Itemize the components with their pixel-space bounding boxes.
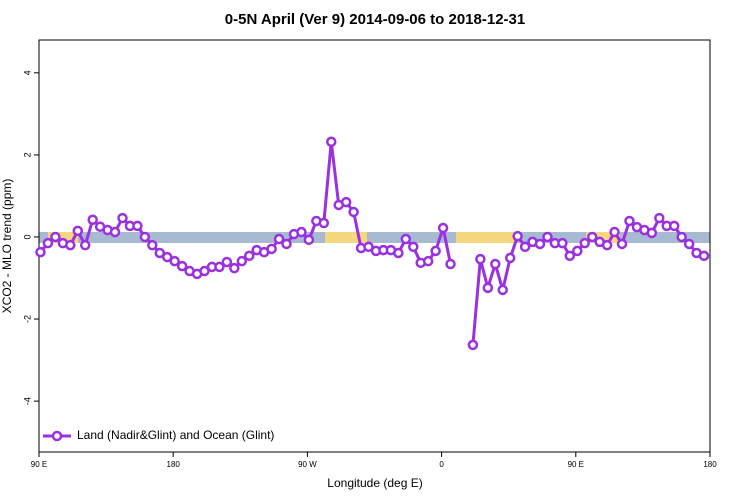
y-tick-label: 4 bbox=[22, 70, 32, 75]
data-point bbox=[35, 246, 46, 258]
data-point bbox=[132, 220, 143, 232]
land-band bbox=[586, 232, 620, 243]
y-tick-label: -2 bbox=[22, 315, 32, 323]
data-point bbox=[646, 227, 658, 239]
data-point bbox=[437, 222, 449, 234]
data-point bbox=[281, 238, 292, 250]
data-point bbox=[236, 255, 248, 267]
y-tick-label: 2 bbox=[22, 152, 32, 157]
data-point bbox=[318, 217, 330, 229]
data-point bbox=[519, 241, 531, 253]
data-point bbox=[161, 251, 173, 263]
data-point bbox=[668, 220, 680, 232]
data-point bbox=[676, 231, 687, 243]
data-point bbox=[169, 255, 180, 267]
x-tick-label: 180 bbox=[167, 460, 181, 469]
data-point bbox=[176, 260, 188, 272]
data-point bbox=[393, 247, 404, 259]
chart-title: 0-5N April (Ver 9) 2014-09-06 to 2018-12… bbox=[225, 11, 525, 28]
x-tick-label: 90 E bbox=[31, 460, 47, 469]
data-point bbox=[683, 238, 695, 250]
data-point bbox=[154, 247, 166, 259]
data-point bbox=[214, 261, 225, 273]
surface-band bbox=[39, 232, 710, 243]
data-point bbox=[490, 258, 501, 270]
data-point bbox=[42, 237, 54, 249]
data-point bbox=[266, 243, 277, 255]
data-point bbox=[616, 238, 628, 250]
data-point bbox=[326, 136, 337, 148]
data-point bbox=[482, 282, 494, 294]
data-point bbox=[557, 237, 568, 249]
data-point bbox=[400, 233, 412, 245]
data-point bbox=[542, 231, 553, 243]
legend-marker bbox=[51, 430, 63, 442]
data-point bbox=[139, 231, 151, 243]
land-band bbox=[325, 232, 367, 243]
data-point bbox=[512, 230, 523, 242]
data-point bbox=[72, 225, 84, 237]
ocean-band bbox=[39, 232, 710, 243]
data-point bbox=[348, 206, 359, 218]
data-point bbox=[572, 245, 583, 257]
data-point bbox=[534, 238, 546, 250]
data-point bbox=[430, 245, 441, 257]
data-point bbox=[50, 231, 61, 243]
data-point bbox=[654, 212, 665, 224]
y-tick-label: 0 bbox=[22, 234, 32, 239]
data-point bbox=[497, 284, 508, 296]
x-tick-label: 0 bbox=[439, 460, 444, 469]
data-point bbox=[79, 239, 91, 251]
data-point bbox=[303, 234, 315, 246]
data-point bbox=[408, 241, 419, 253]
data-point bbox=[229, 262, 240, 274]
data-point bbox=[147, 239, 158, 251]
data-point bbox=[475, 253, 486, 265]
data-point bbox=[564, 250, 576, 262]
data-point bbox=[422, 255, 434, 267]
data-point bbox=[467, 339, 479, 351]
data-point bbox=[87, 214, 98, 225]
x-tick-label: 180 bbox=[703, 460, 717, 469]
data-point bbox=[243, 250, 255, 262]
data-point bbox=[698, 250, 710, 262]
data-point bbox=[199, 265, 210, 277]
data-point bbox=[601, 239, 613, 251]
legend-label: Land (Nadir&Glint) and Ocean (Glint) bbox=[77, 428, 274, 442]
data-point bbox=[586, 231, 598, 243]
data-point bbox=[109, 226, 121, 238]
x-axis-label: Longitude (deg E) bbox=[327, 476, 422, 490]
x-tick-label: 90 W bbox=[298, 460, 317, 469]
data-point bbox=[117, 212, 128, 224]
data-point bbox=[445, 258, 456, 270]
x-tick-label: 90 E bbox=[568, 460, 584, 469]
data-point bbox=[340, 196, 352, 208]
data-point bbox=[65, 239, 76, 251]
data-point bbox=[579, 237, 590, 249]
land-band bbox=[48, 232, 78, 243]
data-point bbox=[624, 215, 635, 227]
y-axis-label: XCO2 - MLO trend (ppm) bbox=[0, 179, 14, 314]
y-tick-label: -4 bbox=[22, 397, 32, 405]
data-point bbox=[609, 226, 620, 238]
data-point bbox=[363, 241, 374, 253]
land-band bbox=[456, 232, 514, 243]
data-point bbox=[296, 226, 307, 238]
plot-frame bbox=[38, 39, 711, 453]
data-point bbox=[504, 252, 516, 264]
data-point bbox=[273, 233, 285, 245]
data-point bbox=[221, 256, 233, 268]
